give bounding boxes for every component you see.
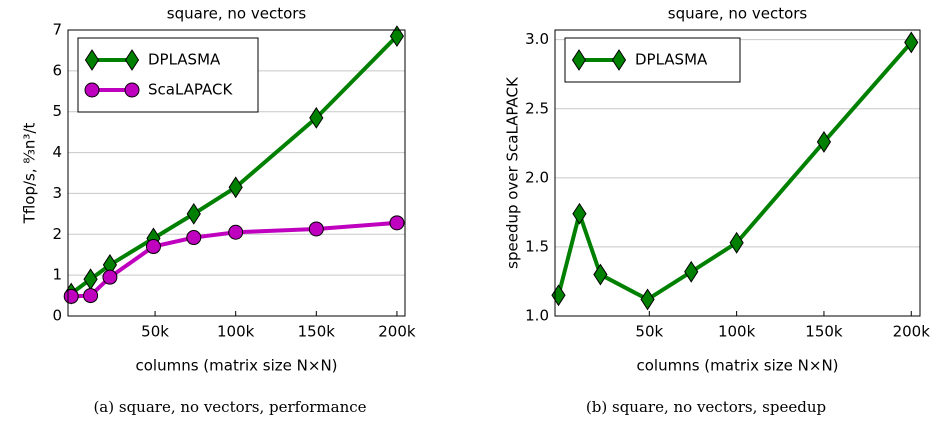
marker bbox=[640, 288, 655, 311]
legend-marker bbox=[571, 49, 587, 71]
x-tick-label: 50k bbox=[141, 323, 169, 341]
y-tick-label: 2.5 bbox=[525, 99, 549, 117]
marker bbox=[83, 288, 99, 304]
x-axis-label: columns (matrix size N×N) bbox=[636, 357, 838, 375]
legend-label: DPLASMA bbox=[148, 51, 221, 69]
chart-title: square, no vectors bbox=[668, 5, 808, 23]
y-tick-label: 1 bbox=[52, 266, 62, 284]
x-tick-label: 150k bbox=[298, 323, 336, 341]
plot-frame bbox=[67, 29, 406, 317]
marker bbox=[816, 130, 832, 153]
x-tick-label: 200k bbox=[893, 323, 931, 341]
legend-marker bbox=[84, 49, 100, 71]
marker bbox=[308, 221, 324, 237]
legend-label: DPLASMA bbox=[635, 51, 708, 69]
y-tick-label: 0 bbox=[52, 307, 62, 325]
series-line bbox=[556, 41, 913, 302]
y-tick-label: 7 bbox=[52, 21, 62, 39]
y-tick-label: 5 bbox=[52, 102, 62, 120]
x-tick-label: 100k bbox=[718, 323, 756, 341]
marker bbox=[389, 215, 405, 231]
legend-box bbox=[77, 37, 259, 113]
marker bbox=[186, 202, 201, 225]
legend-label: ScaLAPACK bbox=[148, 81, 233, 99]
caption: (a) square, no vectors, performance bbox=[93, 398, 366, 416]
y-tick-label: 3.0 bbox=[525, 30, 549, 48]
y-tick-label: 3 bbox=[52, 184, 62, 202]
legend-marker bbox=[84, 82, 100, 98]
marker bbox=[389, 25, 405, 48]
y-tick-label: 4 bbox=[52, 143, 62, 161]
marker bbox=[145, 239, 161, 255]
chart-title: square, no vectors bbox=[167, 5, 307, 23]
y-tick-label: 2 bbox=[52, 225, 62, 243]
marker bbox=[904, 31, 919, 54]
y-axis-label: Tflop/s, ⁸⁄₃n³/t bbox=[21, 123, 39, 225]
plot-frame bbox=[554, 29, 921, 317]
marker bbox=[572, 202, 587, 225]
marker bbox=[684, 260, 699, 283]
marker bbox=[228, 224, 244, 240]
y-tick-label: 6 bbox=[52, 61, 62, 79]
marker bbox=[186, 230, 202, 246]
y-tick-label: 1.0 bbox=[525, 307, 549, 325]
y-axis-label: speedup over ScaLAPACK bbox=[504, 76, 522, 269]
marker bbox=[593, 263, 608, 286]
legend-marker bbox=[124, 82, 140, 98]
marker bbox=[83, 268, 98, 291]
x-tick-label: 200k bbox=[378, 323, 416, 341]
legend-marker bbox=[124, 49, 140, 71]
marker bbox=[102, 269, 118, 285]
y-tick-label: 2.0 bbox=[525, 168, 549, 186]
y-tick-label: 1.5 bbox=[525, 237, 549, 255]
legend-marker bbox=[611, 49, 627, 71]
x-tick-label: 50k bbox=[635, 323, 663, 341]
x-tick-label: 150k bbox=[805, 323, 843, 341]
marker bbox=[228, 176, 243, 199]
x-axis-label: columns (matrix size N×N) bbox=[135, 357, 337, 375]
marker bbox=[309, 106, 324, 129]
marker bbox=[63, 288, 79, 304]
marker bbox=[551, 284, 566, 307]
x-tick-label: 100k bbox=[217, 323, 255, 341]
marker bbox=[729, 231, 744, 254]
caption: (b) square, no vectors, speedup bbox=[586, 398, 826, 416]
